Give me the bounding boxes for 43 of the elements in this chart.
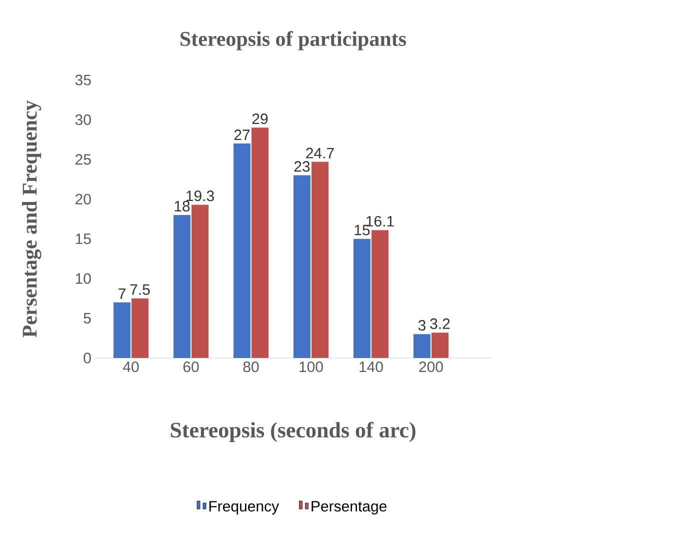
x-tick-label: 100	[300, 362, 323, 372]
data-label: 3	[418, 320, 426, 331]
data-label: 18	[174, 200, 190, 212]
bar	[354, 238, 370, 358]
data-label: 16.1	[366, 216, 394, 227]
data-label: 7	[118, 288, 126, 299]
bar	[252, 128, 268, 358]
bar	[312, 162, 328, 358]
bar	[234, 144, 250, 358]
data-label: 3.2	[430, 318, 450, 330]
y-tick-label: 0	[84, 352, 91, 364]
legend-label: Frequency	[209, 501, 280, 515]
chart-title: Stereopsis of participants	[180, 31, 406, 50]
data-label: 7.5	[130, 284, 150, 295]
x-tick-label: 40	[123, 362, 139, 372]
data-label: 27	[234, 130, 250, 140]
bar	[372, 230, 388, 358]
y-tick-label: 10	[76, 273, 91, 284]
legend-label: Persentage	[312, 501, 387, 515]
bar	[294, 175, 310, 358]
x-tick-label: 80	[243, 362, 259, 372]
x-tick-label: 140	[360, 362, 383, 372]
bar	[114, 302, 131, 358]
bar	[192, 204, 209, 358]
x-axis-title: Stereopsis (seconds of arc)	[170, 422, 416, 442]
bar	[431, 332, 448, 358]
data-label: 29	[252, 113, 268, 124]
y-tick-label: 25	[76, 154, 91, 165]
data-label: 19.3	[186, 190, 214, 202]
bar	[174, 215, 191, 358]
data-label: 15	[354, 224, 370, 236]
x-tick-label: 60	[183, 362, 199, 372]
x-tick-label: 200	[419, 362, 443, 372]
bar	[132, 298, 149, 358]
data-label: 23	[294, 161, 310, 172]
y-tick-label: 35	[75, 74, 91, 86]
data-label: 24.7	[306, 148, 334, 158]
y-axis-title: Persentage and Frequency	[22, 100, 42, 338]
y-tick-label: 20	[76, 194, 91, 204]
y-tick-label: 5	[84, 313, 91, 324]
bar	[413, 334, 430, 358]
y-tick-label: 30	[75, 114, 91, 126]
y-tick-label: 15	[76, 234, 91, 244]
